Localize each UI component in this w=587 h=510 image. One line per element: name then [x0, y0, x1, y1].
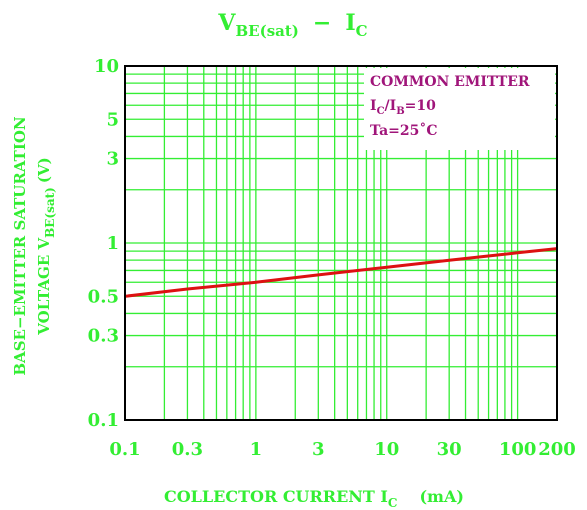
annotation-line-2: IC/IB=10 [370, 98, 436, 117]
chart-title: VBE(sat) − IC [217, 10, 367, 40]
x-tick-label: 200 [538, 439, 576, 460]
svg-text:VOLTAGE VBE(sat)(V): VOLTAGE VBE(sat)(V) [35, 157, 57, 335]
y-tick-label: 5 [106, 109, 119, 130]
x-tick-label: 30 [437, 439, 462, 460]
x-tick-label: 0.3 [172, 439, 203, 460]
x-axis-label: COLLECTOR CURRENT IC (mA) [164, 487, 464, 510]
x-tick-label: 100 [499, 439, 537, 460]
annotation-background [364, 68, 555, 150]
svg-text:BASE−EMITTER SATURATION: BASE−EMITTER SATURATION [11, 116, 29, 376]
y-tick-label: 0.5 [88, 286, 119, 307]
x-tick-label: 1 [250, 439, 263, 460]
plot-frame [124, 65, 558, 421]
y-tick-label: 0.1 [88, 410, 119, 431]
x-tick-label: 0.1 [109, 439, 140, 460]
annotation-line-1: COMMON EMITTER [370, 74, 530, 90]
x-tick-label: 3 [312, 439, 325, 460]
tick-labels: 0.1 0.3 1 3 10 30 100 200 0.1 0.3 0.5 1 3 5 10 [88, 56, 576, 460]
y-axis-label: BASE−EMITTER SATURATION VOLTAGE VBE(sat)… [11, 116, 57, 376]
y-tick-label: 3 [106, 149, 119, 170]
y-tick-label: 0.3 [88, 326, 119, 347]
series-line-1 [124, 247, 558, 298]
x-tick-label: 10 [374, 439, 399, 460]
y-tick-label: 10 [94, 56, 119, 77]
annotation: COMMON EMITTER IC/IB=10 Ta=25˚C [364, 68, 555, 150]
y-tick-label: 1 [106, 233, 119, 254]
series-layer [124, 247, 558, 298]
annotation-line-3: Ta=25˚C [370, 122, 438, 139]
